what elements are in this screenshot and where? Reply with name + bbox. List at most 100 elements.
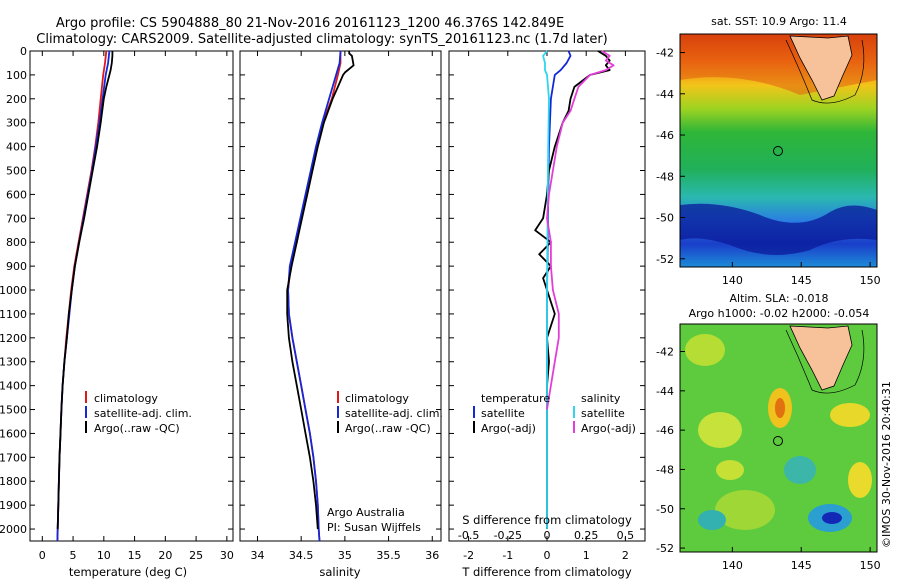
x-tick-label: 20 (158, 549, 172, 562)
depth-tick-label: 1200 (0, 332, 27, 345)
x-tick-label: 2 (622, 549, 629, 562)
sla-anomaly (698, 412, 742, 448)
profile-line-argo-raw-qc- (56, 51, 114, 530)
map-lon-label: 150 (860, 559, 881, 572)
depth-tick-label: 1600 (0, 427, 27, 440)
sla-anomaly (848, 462, 872, 498)
salinity-panel-frame (239, 50, 442, 542)
x-tick-label: 15 (128, 549, 142, 562)
sla-anomaly (784, 456, 816, 484)
sla-anomaly (775, 398, 785, 418)
legend-label-t-satellite: satellite (481, 407, 525, 420)
map-lat-label: -48 (656, 170, 674, 183)
legend-label-climatology: climatology (94, 392, 158, 405)
legend-heading-salinity: salinity (581, 392, 621, 405)
map-lat-label: -48 (656, 463, 674, 476)
tasmania-landmass (789, 325, 853, 391)
x-tick-label: 10 (97, 549, 111, 562)
s-tick-label: 0.5 (617, 529, 635, 542)
profile-line-satellite (542, 50, 550, 529)
depth-tick-label: 1000 (0, 284, 27, 297)
depth-tick-label: 1400 (0, 380, 27, 393)
s-tick-label: 0.25 (574, 529, 599, 542)
map-lat-label: -50 (656, 212, 674, 225)
depth-tick-label: 1300 (0, 356, 27, 369)
axes-layer: 0 5 10 15 20 25 300100200300400500600700800900… (0, 45, 645, 562)
map-lat-label: -50 (656, 503, 674, 516)
profile-line-satellite-adj-clim- (287, 50, 342, 542)
map-lat-label: -46 (656, 129, 674, 142)
depth-tick-label: 500 (6, 165, 27, 178)
sla-depth-contour (785, 329, 865, 394)
temperature-axis-label: temperature (deg C) (69, 565, 187, 579)
depth-tick-label: 400 (6, 141, 27, 154)
sla-anomaly (685, 334, 725, 366)
map-lon-label: 140 (722, 559, 743, 572)
legend-label-climatology: climatology (345, 392, 409, 405)
x-tick-label: 35.5 (376, 549, 401, 562)
temperature-panel-frame (29, 50, 234, 542)
depth-tick-label: 1700 (0, 451, 27, 464)
sst-depth-contour (785, 39, 865, 104)
depth-tick-label: 1100 (0, 308, 27, 321)
sla-map-ticks: 140 145 150 -42 -44 -46 -48 -50 -52 (656, 346, 881, 572)
map-lat-label: -52 (656, 542, 674, 555)
imos-timestamp: ©IMOS 30-Nov-2016 20:40:31 (880, 381, 893, 548)
x-tick-label: 30 (220, 549, 234, 562)
legend-label-argo: Argo(..raw -QC) (345, 422, 431, 435)
sla-anomaly (715, 490, 775, 530)
depth-tick-label: 1800 (0, 475, 27, 488)
x-tick-label: -1 (502, 549, 513, 562)
s-difference-axis-label: S difference from climatology (462, 513, 632, 527)
map-lon-label: 150 (860, 274, 881, 287)
x-tick-label: 0 (544, 549, 551, 562)
sla-anomaly (698, 510, 726, 530)
x-tick-label: 25 (189, 549, 203, 562)
t-difference-axis-label: T difference from climatology (461, 565, 632, 579)
s-tick-label: -0.25 (494, 529, 522, 542)
map-lat-label: -46 (656, 424, 674, 437)
x-tick-label: 34 (250, 549, 264, 562)
depth-tick-label: 1500 (0, 404, 27, 417)
legend-label-s-satellite: satellite (581, 407, 625, 420)
argo-float-marker (773, 436, 783, 446)
figure-title-line-1: Argo profile: CS 5904888_80 21-Nov-2016 … (56, 16, 564, 31)
x-tick-label: 5 (70, 549, 77, 562)
sla-map-title-line-1: Altim. SLA: -0.018 (729, 292, 828, 305)
tasmania-landmass (789, 35, 853, 101)
legend-heading-temperature: temperature (481, 392, 550, 405)
map-lon-label: 145 (791, 274, 812, 287)
argo-australia-label: Argo Australia (327, 506, 405, 519)
depth-tick-label: 100 (6, 69, 27, 82)
sst-map-frame (679, 33, 878, 268)
s-tick-label: 0 (544, 529, 551, 542)
map-lat-label: -44 (656, 88, 674, 101)
depth-tick-label: 2000 (0, 523, 27, 536)
sst-map (680, 34, 877, 267)
map-lat-label: -52 (656, 253, 674, 266)
sst-map-ticks: 140 145 150 -42 -44 -46 -48 -50 -52 (656, 47, 881, 287)
profile-lines-layer (56, 50, 615, 542)
pi-label: PI: Susan Wijffels (327, 521, 421, 534)
depth-tick-label: 600 (6, 188, 27, 201)
sla-anomaly (822, 512, 842, 524)
depth-tick-label: 1900 (0, 499, 27, 512)
x-tick-label: -2 (463, 549, 474, 562)
x-tick-label: 34.5 (289, 549, 314, 562)
temperature-legend: climatology satellite-adj. clim. Argo(..… (85, 391, 192, 435)
legend-label-argo: Argo(..raw -QC) (94, 422, 180, 435)
map-lat-label: -42 (656, 47, 674, 60)
depth-tick-label: 800 (6, 236, 27, 249)
sla-map-frame (679, 323, 878, 553)
legend-label-s-argo: Argo(-adj) (581, 422, 636, 435)
x-tick-label: 36 (425, 549, 439, 562)
sla-anomaly (716, 460, 744, 480)
legend-label-satellite-adj: satellite-adj. clim. (94, 407, 192, 420)
profile-line-satellite (546, 50, 572, 529)
depth-tick-label: 200 (6, 93, 27, 106)
x-tick-label: 35 (338, 549, 352, 562)
s-tick-label: -0.5 (458, 529, 479, 542)
depth-tick-label: 0 (20, 45, 27, 58)
figure-title-line-2: Climatology: CARS2009. Satellite-adjuste… (36, 32, 608, 47)
